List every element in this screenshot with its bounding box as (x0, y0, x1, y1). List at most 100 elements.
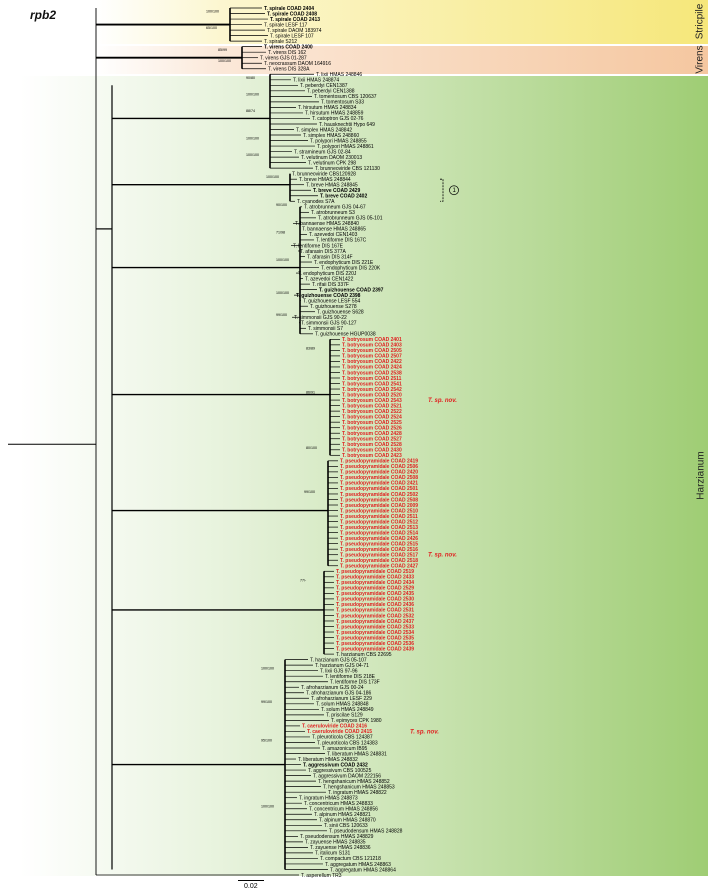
tip-label: T. tomentosum S33 (321, 100, 364, 106)
tip-label: T. zayuense HMAS 248836 (310, 845, 371, 851)
tip-label: T. botryosum COAD 2401 (342, 337, 402, 343)
scale-bar-label: 0.02 (244, 883, 258, 890)
tip-label: T. botryosum COAD 2511 (342, 376, 402, 382)
tip-label: T. pseudopyramidale COAD 2529 (336, 586, 414, 592)
tip-label: T. pleuroticola CBS 124383 (317, 740, 378, 746)
tip-label: T. pseudopyramidale COAD 2518 (340, 558, 418, 564)
tip-label: T. caeruloviride COAD 2415 (307, 729, 372, 735)
tip-label: T. hirsutum HMAS 248834 (298, 105, 357, 111)
tip-label: T. botryosum COAD 2422 (342, 359, 402, 365)
support-value: 65/100 (206, 26, 217, 30)
tip-label: T. pseudopyramidale COAD 2515 (340, 541, 418, 547)
tip-label: T. botryosum COAD 2505 (342, 348, 402, 354)
support-value: 90/100 (276, 203, 287, 207)
support-value: 100/100 (246, 92, 259, 96)
tip-label: T. concentricum HMAS 248833 (304, 801, 373, 807)
tip-label: T. pseudopyramidale COAD 2511 (340, 514, 418, 520)
tip-label: T. pleuroticola CBS 124387 (312, 735, 373, 741)
tip-label: T. aggregatum HMAS 248863 (325, 862, 391, 868)
tip-label: T. simmonsii S7 (308, 326, 343, 332)
tip-label: T. pseudopyramidale COAD 2534 (336, 630, 414, 636)
support-value: 100/100 (276, 258, 289, 262)
tip-label: T. botryosum COAD 2527 (342, 437, 402, 443)
tip-label: T. aggressivum DAOM 222156 (313, 773, 381, 779)
tip-label: T. pseudopyramidale COAD 2516 (340, 547, 418, 553)
tip-label: T. pseudopyramidale COAD 2436 (336, 602, 414, 608)
tip-label: T. brunneoviride CBS120928 (292, 171, 356, 177)
note-marker-label: 1 (453, 188, 457, 194)
tip-label: T. afroharzianum GJS 04-186 (306, 691, 372, 697)
tip-label: T. botryosum COAD 2520 (342, 392, 402, 398)
tip-label: T. pseudopyramidale COAD 2536 (336, 641, 414, 647)
tip-label: T. spirale S212 (264, 39, 297, 45)
tip-label: T. hausknechtii Hypo 649 (319, 122, 375, 128)
tip-label: T. pseudopyramidale COAD 2421 (340, 481, 418, 487)
tip-label: T. italicum S131 (315, 851, 351, 857)
tip-label: T. botryosum COAD 2507 (342, 354, 402, 360)
tip-label: T. harzianum GJS 04-71 (315, 663, 369, 669)
tip-label: T. neocrassum DAOM 164916 (264, 61, 331, 67)
sp-nov-label: T. sp. nov. (428, 398, 457, 404)
breve-bracket (440, 178, 444, 202)
support-value: 90/80 (246, 76, 255, 80)
tip-label: T. afroharzianum LESF 229 (311, 696, 372, 702)
tip-label: T. solum HMAS 248849 (321, 707, 374, 713)
tip-label: T. solum HMAS 248848 (316, 702, 369, 708)
tip-label: T. lixii HMAS 248846 (316, 72, 362, 78)
tip-label: T. aggregatum HMAS 248864 (330, 867, 396, 873)
tip-label: T. botryosum COAD 2524 (342, 414, 402, 420)
tip-label: T. peberdyi CEN1387 (300, 83, 348, 89)
tip-label: T. afarasin DIS 314F (307, 254, 353, 260)
tip-label: T. tomentosum CBS 120637 (314, 94, 377, 100)
tip-label: T. guizhouense COAD 2398 (296, 293, 361, 299)
tip-label: T. botryosum COAD 2521 (342, 403, 402, 409)
tip-label: T. epimyces CPK 1980 (331, 718, 382, 724)
tip-label: T. guizhouense HGUP0038 (315, 332, 376, 338)
support-value: 71/98 (276, 230, 285, 234)
support-value: 100/100 (246, 137, 259, 141)
support-value: 85/99 (218, 48, 227, 52)
tip-label: T. hirsutum HMAS 248859 (305, 111, 364, 117)
tip-label: T. spirale LESF 107 (270, 33, 314, 39)
tip-label: T. compactum CBS 121218 (320, 856, 381, 862)
tip-label: T. concentricum HMAS 248856 (309, 807, 378, 813)
tip-label: T. atrobrunneum GJS 05-101 (318, 216, 383, 222)
tip-label: T. endophyticum DIS 220K (321, 265, 381, 271)
tip-label: T. guizhouense S628 (317, 310, 364, 316)
tip-label: T. lentiforme DIS 173F (330, 680, 380, 686)
tip-label: T. botryosum COAD 2525 (342, 420, 402, 426)
clade-band-harzianum (20, 76, 708, 876)
tip-label: T. azevedoi CEN1422 (305, 276, 354, 282)
support-value: 100/100 (266, 175, 279, 179)
tip-label: T. spirale DAOM 183974 (267, 28, 322, 34)
tip-label: T. botryosum COAD 2542 (342, 387, 402, 393)
tip-label: T. pseudopyramidale COAD 2426 (340, 536, 418, 542)
tip-label: T. virens GJS 01-287 (260, 56, 307, 62)
tip-label: T. zayuense HMAS 248835 (305, 840, 366, 846)
support-value: 100/100 (246, 153, 259, 157)
tip-label: T. aggressivum COAD 2432 (303, 762, 368, 768)
support-value: 99/100 (304, 490, 315, 494)
tip-label: T. pseudopyramidale COAD 2501 (340, 486, 418, 492)
tip-label: T. liberatum HMAS 248832 (298, 757, 358, 763)
tip-label: T. virens DIS 328A (268, 67, 310, 73)
tip-label: T. breve HMAS 248844 (299, 177, 351, 183)
tip-label: T. afarasin DIS 377A (300, 249, 347, 255)
tip-label: T. botryosum COAD 2428 (342, 431, 402, 437)
support-value: 100/100 (261, 667, 274, 671)
tip-label: T. simmonsii GJS 90-22 (294, 315, 347, 321)
tip-label: T. stramineum GJS 02-84 (294, 149, 351, 155)
tip-label: T. pseudopyramidale COAD 2439 (336, 646, 414, 652)
support-value: 95/100 (261, 738, 272, 742)
tip-label: T. velutinum DAOM 230013 (301, 155, 362, 161)
tip-label: T. pseudopyramidale COAD 2532 (336, 613, 414, 619)
tip-label: T. botryosum COAD 2403 (342, 343, 402, 349)
tip-label: T. rifaii DIS 337F (312, 282, 349, 288)
sp-nov-label: T. sp. nov. (410, 729, 439, 735)
tip-label: T. polypori HMAS 248861 (317, 144, 374, 150)
clade-band-virens (96, 46, 708, 74)
tip-label: T. botryosum COAD 2430 (342, 448, 402, 454)
tip-label: T. guizhouense S278 (310, 304, 357, 310)
tip-label: T. sinii CBS 120633 (324, 823, 368, 829)
